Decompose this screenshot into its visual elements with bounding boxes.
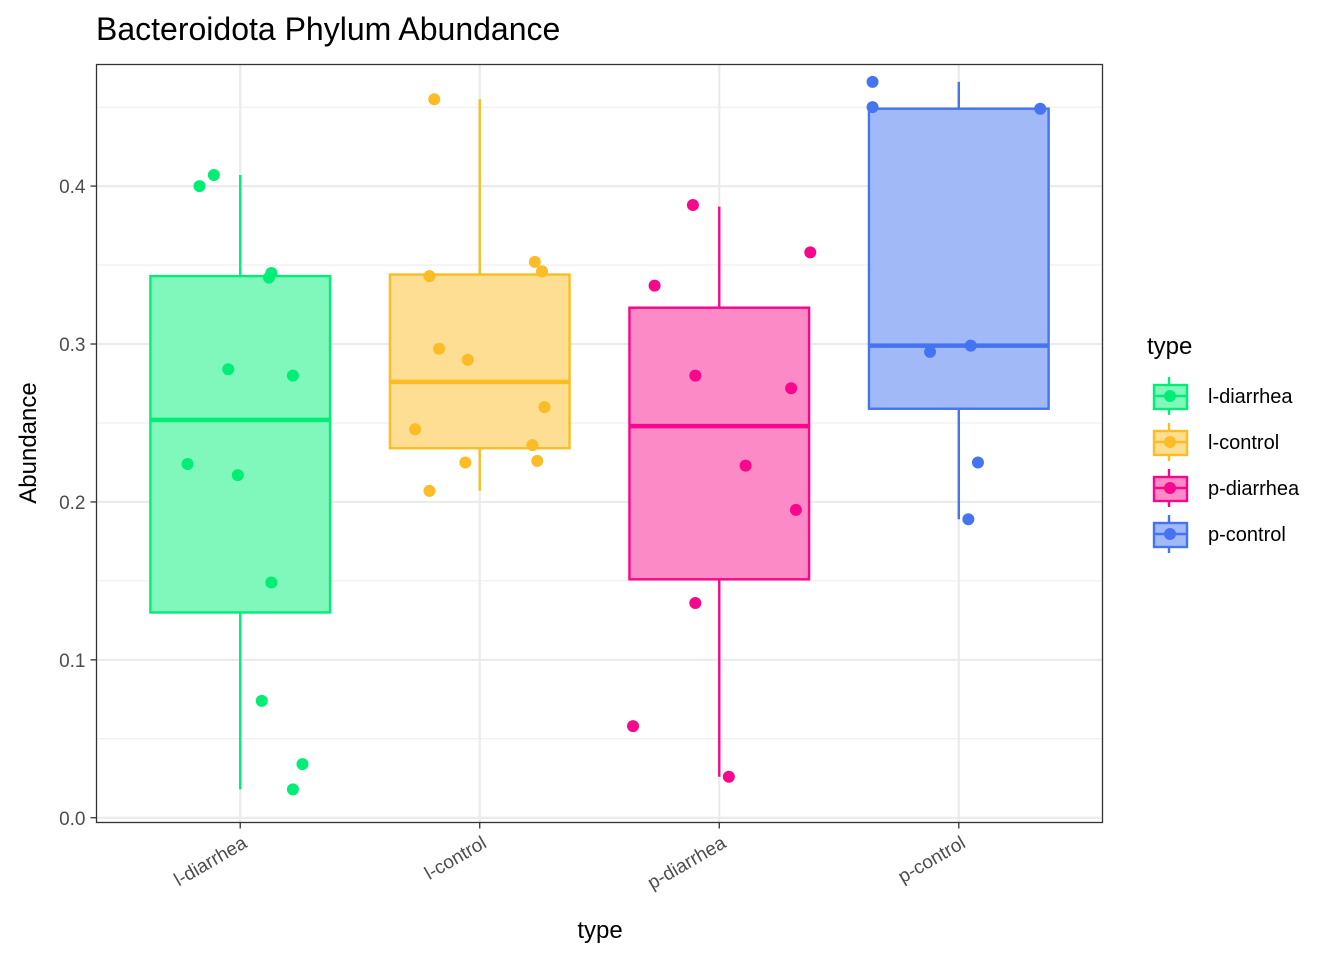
legend-key-point [1164, 436, 1176, 448]
x-tick-label: l-control [421, 833, 490, 885]
data-point [924, 345, 937, 358]
data-point [866, 101, 879, 114]
data-point [231, 469, 244, 482]
data-point [536, 265, 549, 278]
y-axis: 0.0 0.1 0.2 0.3 0.4 [59, 177, 97, 830]
data-point [459, 456, 472, 469]
x-tick-label: p-control [895, 833, 970, 888]
box-iqr [628, 306, 811, 581]
data-point [181, 458, 194, 471]
x-tick-label: l-diarrhea [171, 832, 251, 891]
jitter-points [181, 75, 1047, 796]
y-tick-label: 0.0 [59, 809, 85, 830]
legend-key-point [1164, 390, 1176, 402]
data-point [461, 353, 474, 366]
data-point [785, 382, 798, 395]
data-point [193, 180, 206, 193]
x-tick-label: p-diarrhea [644, 832, 730, 894]
data-point [689, 596, 702, 609]
box-iqr [867, 107, 1050, 410]
x-axis: l-diarrhea l-control p-diarrhea p-control [171, 822, 970, 894]
data-point [627, 720, 640, 733]
chart-title: Bacteroidota Phylum Abundance [96, 11, 560, 47]
legend-key-point [1164, 528, 1176, 540]
plot-panel [95, 63, 1104, 824]
legend-items: l-diarrhea l-control p-diarrhea p-control [1152, 377, 1300, 553]
data-point [962, 513, 975, 526]
data-point [689, 369, 702, 382]
data-point [686, 199, 699, 212]
y-tick-label: 0.4 [59, 177, 86, 198]
legend-item-l-diarrhea: l-diarrhea [1152, 377, 1293, 415]
data-point [804, 246, 817, 259]
box-l-diarrhea [149, 175, 332, 790]
data-point [286, 369, 299, 382]
box-p-diarrhea [628, 206, 811, 777]
data-point [222, 363, 235, 376]
y-tick-label: 0.3 [59, 335, 85, 356]
box-p-control [867, 81, 1050, 520]
data-point [528, 255, 541, 268]
legend-label: l-control [1208, 432, 1279, 454]
y-tick-label: 0.2 [59, 493, 85, 514]
panel-border [95, 63, 1104, 824]
data-point [296, 758, 309, 771]
data-point [971, 456, 984, 469]
legend-item-p-control: p-control [1152, 515, 1286, 553]
y-tick-label: 0.1 [59, 651, 85, 672]
legend-item-l-control: l-control [1152, 423, 1279, 461]
box-iqr [388, 273, 571, 450]
data-point [428, 93, 441, 106]
y-axis-title: Abundance [15, 382, 42, 503]
data-point [531, 454, 544, 467]
legend-key-point [1164, 482, 1176, 494]
legend-label: l-diarrhea [1208, 386, 1293, 408]
box-group [149, 81, 1050, 790]
legend-label: p-diarrhea [1208, 478, 1300, 500]
data-point [722, 770, 735, 783]
legend-title: type [1147, 333, 1192, 360]
legend: type l-diarrhea l-control p-diarrhea p-cont… [1147, 333, 1300, 553]
box-iqr [149, 274, 332, 614]
data-point [423, 270, 436, 283]
data-point [866, 75, 879, 88]
legend-label: p-control [1208, 524, 1286, 546]
data-point [423, 484, 436, 497]
data-point [538, 401, 551, 414]
data-point [207, 169, 220, 182]
x-axis-title: type [577, 917, 622, 944]
data-point [409, 423, 422, 436]
data-point [255, 694, 268, 707]
legend-item-p-diarrhea: p-diarrhea [1152, 469, 1300, 507]
data-point [526, 439, 539, 452]
data-point [739, 459, 752, 472]
data-point [964, 339, 977, 352]
data-point [433, 342, 446, 355]
data-point [262, 271, 275, 284]
data-point [265, 576, 278, 589]
data-point [789, 503, 802, 516]
box-l-control [388, 99, 571, 491]
data-point [286, 783, 299, 796]
data-point [648, 279, 661, 292]
data-point [1034, 102, 1047, 115]
